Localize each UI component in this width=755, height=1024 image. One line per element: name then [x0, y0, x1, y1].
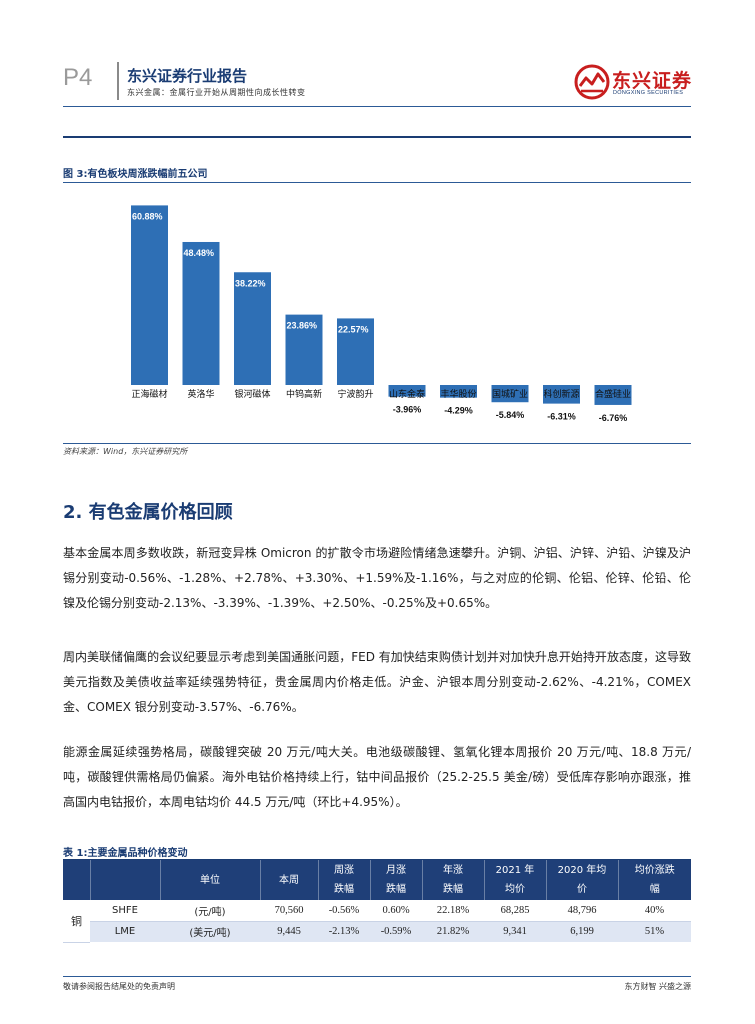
- chart-bar: [594, 385, 632, 405]
- figure-title: 图 3:有色板块周涨跌幅前五公司: [63, 169, 208, 180]
- chart-bar: [234, 272, 271, 385]
- header-cell: [89, 860, 160, 900]
- chart-bar: [182, 241, 220, 385]
- chart-category-label: 银河磁体: [234, 388, 270, 400]
- header-cell: 本周: [259, 860, 318, 900]
- table-top-rule: [63, 859, 691, 861]
- chart-bar: [543, 385, 580, 404]
- paragraph-base-metals: 基本金属本周多数收跌，新冠变异株 Omicron 的扩散令市场避险情绪急速攀升。…: [63, 546, 691, 610]
- chart-value-label: 22.57%: [338, 324, 369, 334]
- header-rule-bottom: [63, 136, 691, 138]
- bar-chart: 正海磁材 60.88% 英洛华 48.48% 银河磁体 38.22% 中钨高新 23.86% 宁…: [131, 205, 632, 423]
- figure-source: 资料来源：Wind，东兴证券研究所: [63, 447, 188, 456]
- header-cell: 单位: [159, 860, 260, 900]
- header-cell: 周涨 跌幅: [317, 860, 370, 900]
- header-cell: 月涨 跌幅: [369, 860, 422, 900]
- header-cell: 均价涨跌 幅: [617, 860, 691, 900]
- chart-bar: [491, 385, 529, 403]
- exchange-cell: LME: [90, 921, 160, 942]
- weekly-change-cell: -0.56%: [318, 900, 370, 922]
- table-row: LME (美元/吨) 9,445 -2.13% -0.59% 21.82% 9,…: [63, 921, 691, 942]
- header-cell: 年涨 跌幅: [421, 860, 484, 900]
- avg-change-cell: 51%: [618, 921, 691, 942]
- report-title: 东兴证券行业报告: [127, 67, 248, 85]
- footer-disclaimer: 敬请参阅报告结尾处的免责声明: [63, 982, 175, 991]
- monthly-change-cell: -0.59%: [370, 921, 422, 942]
- avg-2021-cell: 9,341: [484, 921, 546, 942]
- chart-bar: [440, 385, 477, 398]
- chart-category-label: 合盛硅业: [595, 388, 631, 400]
- header-cell: 2020 年均 价: [545, 860, 618, 900]
- company-logo: 东兴证券 DONGXING SECURITIES: [574, 64, 694, 100]
- paragraph-energy-metals: 能源金属延续强势格局，碳酸锂突破 20 万元/吨大关。电池级碳酸锂、氢氧化锂本周…: [63, 745, 691, 809]
- exchange-cell: SHFE: [90, 900, 160, 922]
- chart-category-label: 丰华股份: [440, 388, 476, 400]
- logo-text: 东兴证券: [612, 70, 693, 92]
- chart-category-label: 山东金泰: [389, 388, 425, 400]
- yearly-change-cell: 22.18%: [422, 900, 484, 922]
- chart-category-label: 宁波韵升: [337, 388, 373, 400]
- unit-cell: (美元/吨): [160, 921, 260, 942]
- chart-value-label: 60.88%: [132, 211, 163, 221]
- chart-category-label: 科创新源: [543, 388, 579, 400]
- footer-slogan: 东方财智 兴盛之源: [624, 982, 691, 991]
- chart-value-label: 23.86%: [287, 321, 318, 331]
- metal-cell: 铜: [63, 900, 90, 943]
- header-cell: [63, 860, 90, 900]
- yearly-change-cell: 21.82%: [422, 921, 484, 942]
- figure-top-rule: [63, 182, 691, 183]
- chart-bar: [337, 318, 374, 385]
- chart-category-label: 英洛华: [187, 388, 214, 400]
- chart-value-label: -5.84%: [496, 410, 525, 420]
- chart-value-label: -3.96%: [393, 405, 422, 415]
- avg-change-cell: 40%: [618, 900, 691, 922]
- chart-value-label: 38.22%: [235, 278, 266, 288]
- page-number: P4: [63, 64, 93, 91]
- header-rule: [63, 106, 691, 107]
- logo-mark-icon: [574, 64, 610, 100]
- chart-category-label: 中钨高新: [286, 388, 322, 400]
- chart-bar: [285, 314, 323, 385]
- unit-cell: (元/吨): [160, 900, 260, 922]
- chart-value-label: -6.76%: [599, 413, 628, 423]
- chart-bar: [131, 205, 168, 385]
- footer-rule: [63, 976, 691, 977]
- chart-category-label: 国城矿业: [492, 388, 528, 400]
- chart-value-label: -6.31%: [547, 412, 576, 422]
- chart-value-label: 48.48%: [184, 248, 215, 258]
- chart-bar: [388, 385, 426, 397]
- avg-2021-cell: 68,285: [484, 900, 546, 922]
- monthly-change-cell: 0.60%: [370, 900, 422, 922]
- header-divider: [117, 62, 119, 100]
- avg-2020-cell: 48,796: [546, 900, 618, 922]
- paragraph-precious-metals: 周内美联储偏鹰的会议纪要显示考虑到美国通胀问题，FED 有加快结束购债计划并对加…: [63, 650, 691, 714]
- price-cell: 9,445: [260, 921, 318, 942]
- report-subtitle: 东兴金属：金属行业开始从周期性向成长性转变: [127, 88, 306, 97]
- section-title: 2. 有色金属价格回顾: [63, 502, 233, 523]
- header-cell: 2021 年 均价: [483, 860, 546, 900]
- chart-category-label: 正海磁材: [131, 388, 167, 400]
- chart-value-label: -4.29%: [444, 406, 473, 416]
- table-title: 表 1:主要金属品种价格变动: [63, 848, 188, 859]
- price-table: 单位 本周 周涨 跌幅 月涨 跌幅 年涨 跌幅 2021 年 均价 2020 年…: [63, 860, 691, 943]
- logo-english-text: DONGXING SECURITIES: [613, 90, 684, 96]
- weekly-change-cell: -2.13%: [318, 921, 370, 942]
- figure-bottom-rule: [63, 443, 691, 444]
- table-row: 铜 SHFE (元/吨) 70,560 -0.56% 0.60% 22.18% …: [63, 900, 691, 943]
- avg-2020-cell: 6,199: [546, 921, 618, 942]
- price-cell: 70,560: [260, 900, 318, 922]
- table-header-row: 单位 本周 周涨 跌幅 月涨 跌幅 年涨 跌幅 2021 年 均价 2020 年…: [63, 860, 691, 900]
